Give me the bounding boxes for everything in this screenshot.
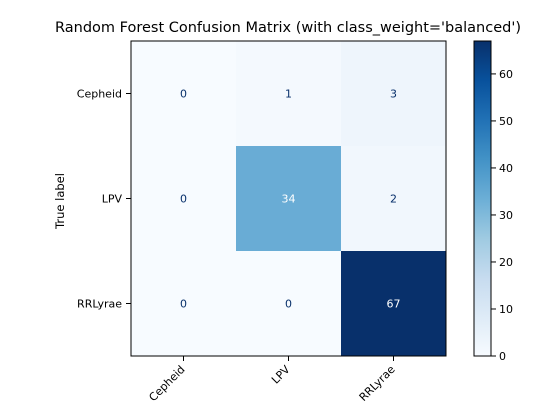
colorbar-scale (473, 40, 492, 357)
matrix-cell-Cepheid-RRLyrae (341, 41, 446, 146)
y-tick-label-Cepheid: Cepheid (77, 88, 122, 101)
chart-title: Random Forest Confusion Matrix (with cla… (55, 20, 521, 36)
cell-value-RRLyrae-Cepheid: 0 (180, 298, 187, 311)
matrix-cell-RRLyrae-RRLyrae (341, 251, 446, 356)
x-tick-label-LPV: LPV (269, 363, 293, 387)
colorbar-tick-label-40: 40 (499, 162, 513, 175)
cell-value-RRLyrae-RRLyrae: 67 (387, 298, 401, 311)
cell-value-RRLyrae-LPV: 0 (285, 298, 292, 311)
y-tick-label-LPV: LPV (102, 193, 123, 206)
cell-value-LPV-Cepheid: 0 (180, 193, 187, 206)
colorbar-tick-label-50: 50 (499, 115, 513, 128)
matrix-cells (131, 41, 446, 356)
cell-value-Cepheid-RRLyrae: 3 (390, 88, 397, 101)
colorbar-tick-label-10: 10 (499, 303, 513, 316)
matrix-values: 0 1 3 0 34 2 0 0 67 (180, 88, 401, 311)
cell-value-Cepheid-Cepheid: 0 (180, 88, 187, 101)
matrix-cell-Cepheid-Cepheid (131, 41, 236, 146)
matrix-cell-RRLyrae-LPV (236, 251, 341, 356)
x-tick-label-Cepheid: Cepheid (146, 363, 187, 404)
matrix-cell-LPV-RRLyrae (341, 146, 446, 251)
matrix-cell-Cepheid-LPV (236, 41, 341, 146)
matrix-cell-LPV-Cepheid (131, 146, 236, 251)
y-axis-label: True label (53, 173, 67, 230)
colorbar-tick-label-60: 60 (499, 68, 513, 81)
colorbar-tick-label-30: 30 (499, 209, 513, 222)
cell-value-LPV-LPV: 34 (282, 193, 296, 206)
y-tick-label-RRLyrae: RRLyrae (77, 298, 122, 311)
matrix-cell-RRLyrae-Cepheid (131, 251, 236, 356)
cell-value-Cepheid-LPV: 1 (285, 88, 292, 101)
matrix-cell-LPV-LPV (236, 146, 341, 251)
colorbar-tick-label-20: 20 (499, 256, 513, 269)
cell-value-LPV-RRLyrae: 2 (390, 193, 397, 206)
colorbar-tick-label-0: 0 (499, 350, 506, 363)
colorbar: 0 10 20 30 40 50 60 (473, 40, 513, 363)
x-tick-label-RRLyrae: RRLyrae (357, 363, 398, 404)
